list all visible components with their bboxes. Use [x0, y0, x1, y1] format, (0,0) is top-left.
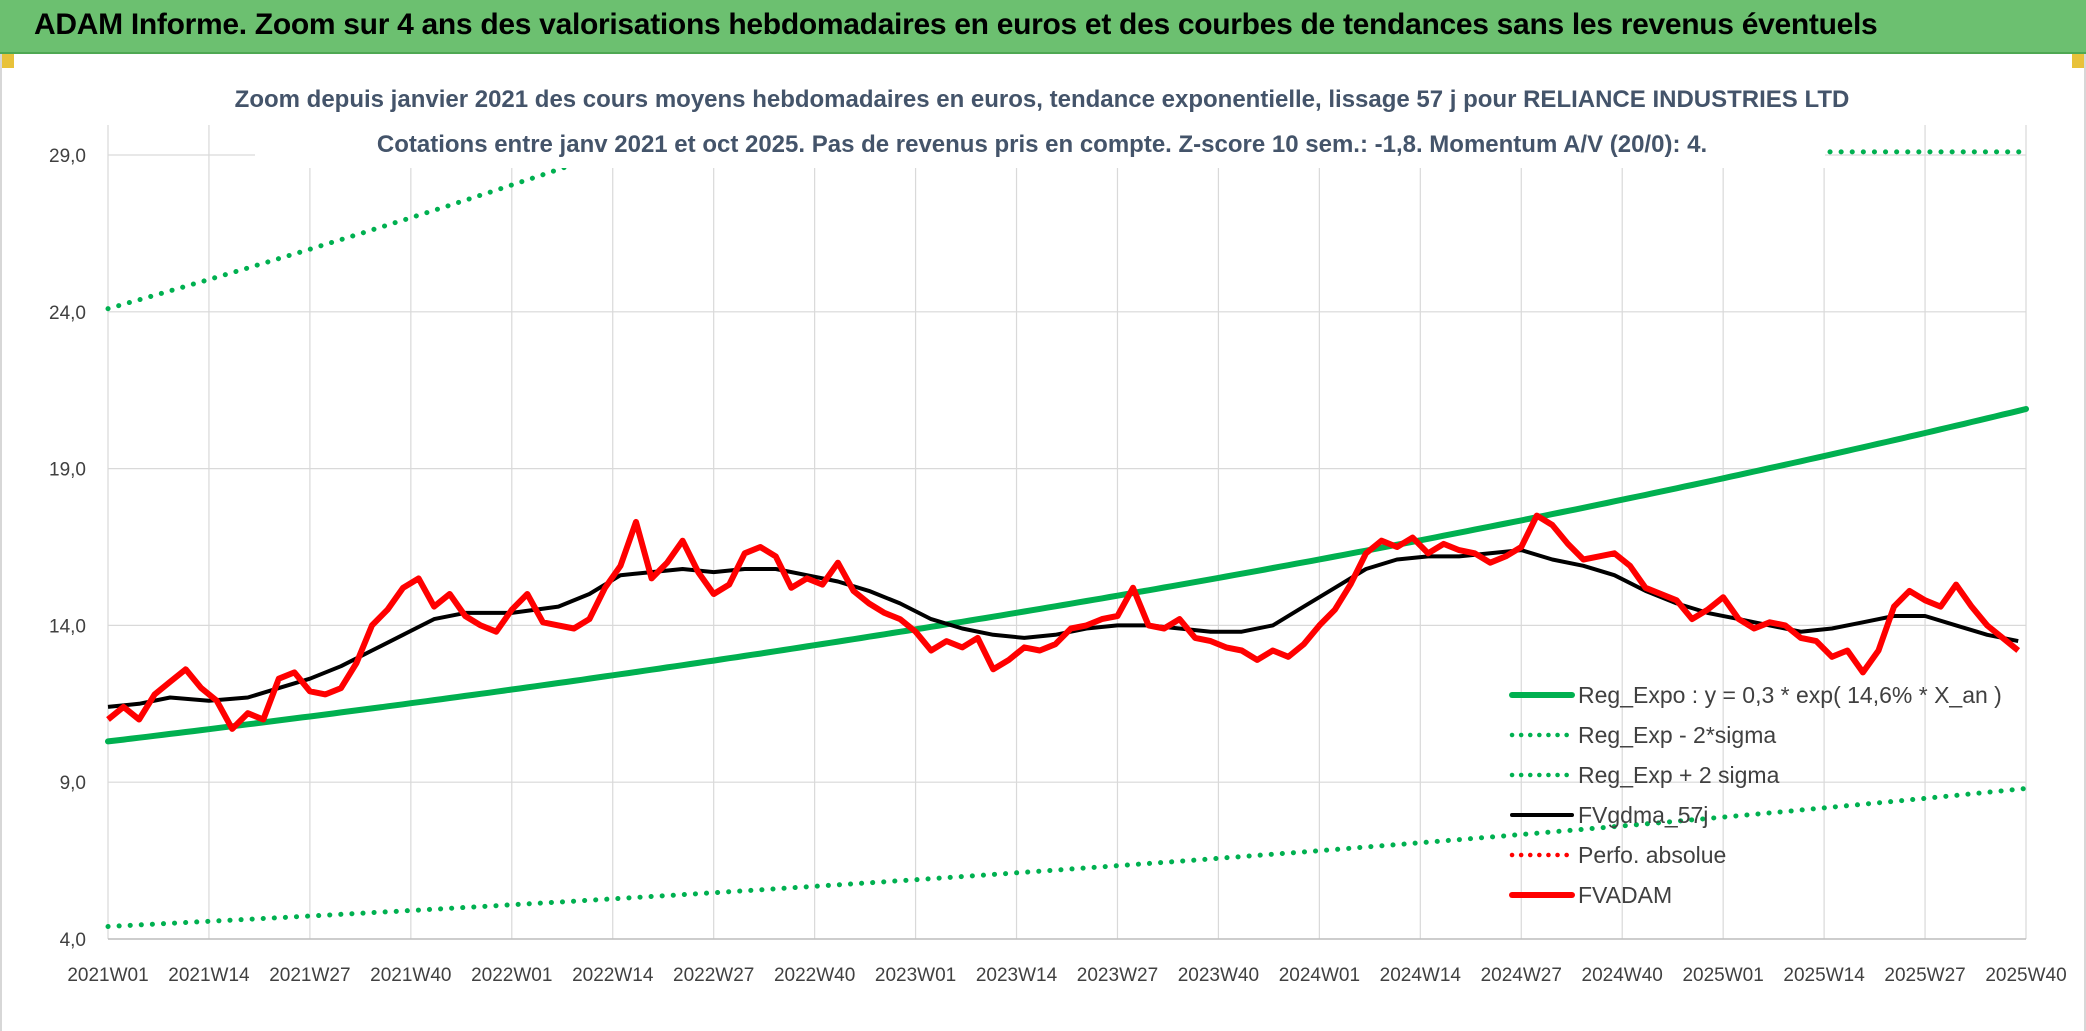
x-tick-label: 2025W27	[1884, 965, 1965, 986]
legend-label: Perfo. absolue	[1578, 842, 1726, 868]
legend: Reg_Expo : y = 0,3 * exp( 14,6% * X_an )…	[1509, 682, 2002, 908]
chart-title-line-1: Zoom depuis janvier 2021 des cours moyen…	[235, 86, 1850, 113]
legend-label: FVADAM	[1578, 882, 1672, 908]
x-tick-label: 2021W14	[168, 965, 250, 986]
x-tick-label: 2023W27	[1077, 965, 1158, 986]
axis-layer: 4,0 9,0 14,0 19,0 24,0 29,0 2021W01 2021W14 2021…	[49, 146, 2067, 986]
legend-label: Reg_Exp - 2*sigma	[1578, 722, 1776, 748]
x-tick-label: 2023W14	[976, 965, 1058, 986]
x-tick-label: 2022W27	[673, 965, 754, 986]
series-layer	[105, 140, 2029, 929]
chart-frame	[0, 54, 2086, 1031]
legend-label: FVgdma_57j	[1578, 802, 1708, 828]
header-bar: ADAM Informe. Zoom sur 4 ans des valoris…	[0, 0, 2086, 54]
x-tick-label: 2023W40	[1178, 965, 1259, 986]
x-tick-label: 2022W14	[572, 965, 654, 986]
x-tick-label: 2024W14	[1380, 965, 1462, 986]
x-tick-label: 2021W40	[370, 965, 451, 986]
corner-marker-right	[2072, 54, 2086, 68]
x-tick-label: 2024W01	[1279, 965, 1360, 986]
x-tick-label: 2023W01	[875, 965, 956, 986]
x-tick-label: 2021W01	[67, 965, 148, 986]
y-tick-label: 19,0	[49, 460, 86, 481]
corner-marker-left	[0, 54, 14, 68]
y-tick-label: 14,0	[49, 616, 86, 637]
x-tick-label: 2025W14	[1783, 965, 1865, 986]
reg-exp-plus-2sigma-line	[105, 140, 639, 312]
page-title: ADAM Informe. Zoom sur 4 ans des valoris…	[34, 8, 1878, 41]
legend-label: Reg_Exp + 2 sigma	[1578, 762, 1780, 788]
legend-label: Reg_Expo : y = 0,3 * exp( 14,6% * X_an )	[1578, 682, 2002, 708]
x-tick-label: 2024W27	[1481, 965, 1562, 986]
reg-expo-line	[105, 406, 2029, 745]
fvadam-line	[106, 512, 2021, 732]
y-tick-label: 29,0	[49, 146, 86, 167]
x-tick-label: 2022W01	[471, 965, 552, 986]
x-tick-label: 2022W40	[774, 965, 855, 986]
y-tick-label: 24,0	[49, 303, 86, 324]
x-tick-label: 2025W40	[1985, 965, 2066, 986]
x-tick-label: 2025W01	[1682, 965, 1763, 986]
chart-title-background	[255, 76, 1825, 168]
x-tick-label: 2021W27	[269, 965, 350, 986]
y-tick-label: 9,0	[60, 773, 86, 794]
grid-layer	[107, 125, 2027, 940]
x-tick-label: 2024W40	[1582, 965, 1663, 986]
y-tick-label: 4,0	[60, 930, 86, 951]
chart-title-line-2: Cotations entre janv 2021 et oct 2025. P…	[377, 131, 1707, 158]
reg-exp-minus-2sigma-line	[105, 786, 2029, 929]
